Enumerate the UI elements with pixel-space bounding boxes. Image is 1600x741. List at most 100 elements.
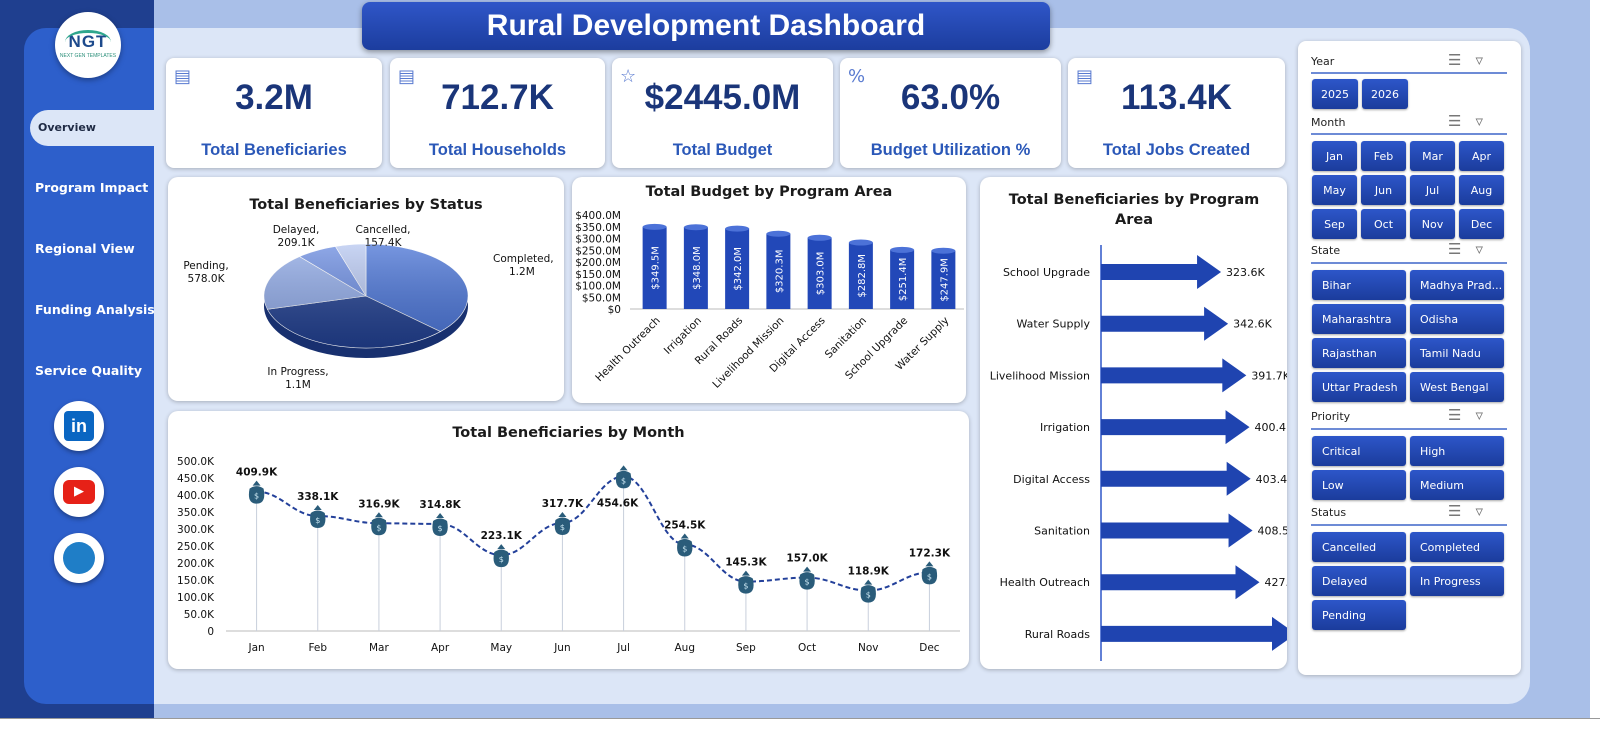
filter-priority-controls: ☰▿ <box>1448 406 1497 424</box>
filter-state-uttar-pradesh[interactable]: Uttar Pradesh <box>1312 372 1406 402</box>
point-value-label: 338.1K <box>297 491 339 503</box>
filter-month-jan[interactable]: Jan <box>1312 141 1357 171</box>
x-tick-label: Feb <box>308 642 327 654</box>
money-bag-marker-top <box>497 544 506 550</box>
pie-shine <box>264 244 468 348</box>
money-bag-symbol: $ <box>315 516 320 525</box>
pie-slice-label: Pending, <box>183 260 228 272</box>
multi-select-icon[interactable]: ☰ <box>1448 406 1476 424</box>
money-bag-marker <box>432 518 448 536</box>
y-tick-label: 0 <box>207 626 214 638</box>
filter-status-in-progress[interactable]: In Progress <box>1410 566 1504 596</box>
clear-filter-icon[interactable]: ▿ <box>1475 240 1497 258</box>
filter-priority-high[interactable]: High <box>1410 436 1504 466</box>
y-tick-label: 450.0K <box>177 473 215 485</box>
filter-state-maharashtra[interactable]: Maharashtra <box>1312 304 1406 334</box>
money-bag-symbol: $ <box>499 555 504 564</box>
budget-bar-value: $251.4M <box>898 258 909 302</box>
filter-year-2026[interactable]: 2026 <box>1362 79 1408 109</box>
chart-title: Total Budget by Program Area <box>645 184 893 200</box>
filter-year-controls: ☰▿ <box>1448 51 1497 69</box>
filter-month-jul[interactable]: Jul <box>1410 175 1455 205</box>
beneficiaries-program-card: Total Beneficiaries by Program Area Scho… <box>980 177 1287 669</box>
multi-select-icon[interactable]: ☰ <box>1448 240 1476 258</box>
y-tick-label: 250.0K <box>177 541 215 553</box>
filter-state-odisha[interactable]: Odisha <box>1410 304 1504 334</box>
x-tick-label: Apr <box>431 642 450 654</box>
money-bag-marker <box>738 576 754 594</box>
y-tick-label: $50.0M <box>582 292 621 304</box>
nav-item-overview[interactable]: Overview <box>30 110 154 146</box>
filter-priority-critical[interactable]: Critical <box>1312 436 1406 466</box>
clear-filter-icon[interactable]: ▿ <box>1475 51 1497 69</box>
multi-select-icon[interactable]: ☰ <box>1448 502 1476 520</box>
y-tick-label: 100.0K <box>177 592 215 604</box>
budget-bar-value: $349.5M <box>651 246 662 290</box>
filter-month-aug[interactable]: Aug <box>1459 175 1504 205</box>
logo-tagline: NEXT GEN TEMPLATES <box>59 52 117 59</box>
point-value-label: 317.7K <box>542 498 584 510</box>
budget-bar-cap <box>890 246 915 253</box>
website-button[interactable] <box>54 533 104 583</box>
budget-bar-value: $247.9M <box>939 258 950 302</box>
nav-item-program-impact[interactable]: Program Impact <box>35 180 149 195</box>
money-bag-marker-top <box>619 465 628 471</box>
filter-priority-medium[interactable]: Medium <box>1410 470 1504 500</box>
filter-month-may[interactable]: May <box>1312 175 1357 205</box>
filter-state-west-bengal[interactable]: West Bengal <box>1410 372 1504 402</box>
pie-slice-value: 578.0K <box>188 273 226 285</box>
y-tick-label: $300.0M <box>575 234 621 246</box>
filter-state-bihar[interactable]: Bihar <box>1312 270 1406 300</box>
multi-select-icon[interactable]: ☰ <box>1448 112 1476 130</box>
nav-item-regional-view[interactable]: Regional View <box>35 241 135 256</box>
multi-select-icon[interactable]: ☰ <box>1448 51 1476 69</box>
point-value-label: 172.3K <box>909 547 951 559</box>
filter-month-oct[interactable]: Oct <box>1361 209 1406 239</box>
clear-filter-icon[interactable]: ▿ <box>1475 406 1497 424</box>
y-tick-label: $200.0M <box>575 257 621 269</box>
filter-month-sep[interactable]: Sep <box>1312 209 1357 239</box>
filter-month-feb[interactable]: Feb <box>1361 141 1406 171</box>
clear-filter-icon[interactable]: ▿ <box>1475 502 1497 520</box>
y-tick-label: 350.0K <box>177 507 215 519</box>
money-bag-marker-top <box>803 566 812 572</box>
linkedin-icon: in <box>64 411 94 441</box>
filter-state-rajasthan[interactable]: Rajasthan <box>1312 338 1406 368</box>
kpi-budget-utilization: % 63.0% Budget Utilization % <box>840 58 1061 168</box>
budget-bar-value: $342.0M <box>733 247 744 291</box>
filter-status-cancelled[interactable]: Cancelled <box>1312 532 1406 562</box>
clear-filter-icon[interactable]: ▿ <box>1475 112 1497 130</box>
kpi-label: Total Jobs Created <box>1102 141 1251 159</box>
filter-status-controls: ☰▿ <box>1448 502 1497 520</box>
nav-item-funding-analysis[interactable]: Funding Analysis <box>35 302 155 317</box>
kpi-label: Budget Utilization % <box>870 141 1031 159</box>
money-bag-symbol: $ <box>254 492 259 501</box>
filter-status-delayed[interactable]: Delayed <box>1312 566 1406 596</box>
chart-title: Total Beneficiaries by Status <box>249 197 483 213</box>
filter-status-pending[interactable]: Pending <box>1312 600 1406 630</box>
nav-item-service-quality[interactable]: Service Quality <box>35 363 142 378</box>
x-tick-label: Aug <box>674 642 695 654</box>
money-bag-symbol: $ <box>438 524 443 533</box>
filter-priority-low[interactable]: Low <box>1312 470 1406 500</box>
beneficiaries-program-chart: School Upgrade 323.6K Water Supply 342.6K Li… <box>990 245 1287 661</box>
money-bag-marker-top <box>252 480 261 486</box>
filter-label-status: Status <box>1311 506 1347 519</box>
filter-state-tamil-nadu[interactable]: Tamil Nadu <box>1410 338 1504 368</box>
filter-month-jun[interactable]: Jun <box>1361 175 1406 205</box>
filter-year-2025[interactable]: 2025 <box>1312 79 1358 109</box>
x-tick-label: Irrigation <box>662 315 704 357</box>
kpi-label: Total Budget <box>672 141 773 159</box>
filter-status-completed[interactable]: Completed <box>1410 532 1504 562</box>
budget-bar-card: Total Budget by Program Area $0 $50.0M $10… <box>572 177 966 403</box>
filter-month-dec[interactable]: Dec <box>1459 209 1504 239</box>
youtube-button[interactable]: ▶ <box>54 467 104 517</box>
y-tick-label: Sanitation <box>1034 525 1090 538</box>
linkedin-button[interactable]: in <box>54 401 104 451</box>
y-tick-label: 200.0K <box>177 558 215 570</box>
filter-month-apr[interactable]: Apr <box>1459 141 1504 171</box>
budget-bar-cap <box>931 247 956 254</box>
filter-month-nov[interactable]: Nov <box>1410 209 1455 239</box>
filter-month-mar[interactable]: Mar <box>1410 141 1455 171</box>
filter-state-madhya-prad[interactable]: Madhya Prad... <box>1410 270 1504 300</box>
